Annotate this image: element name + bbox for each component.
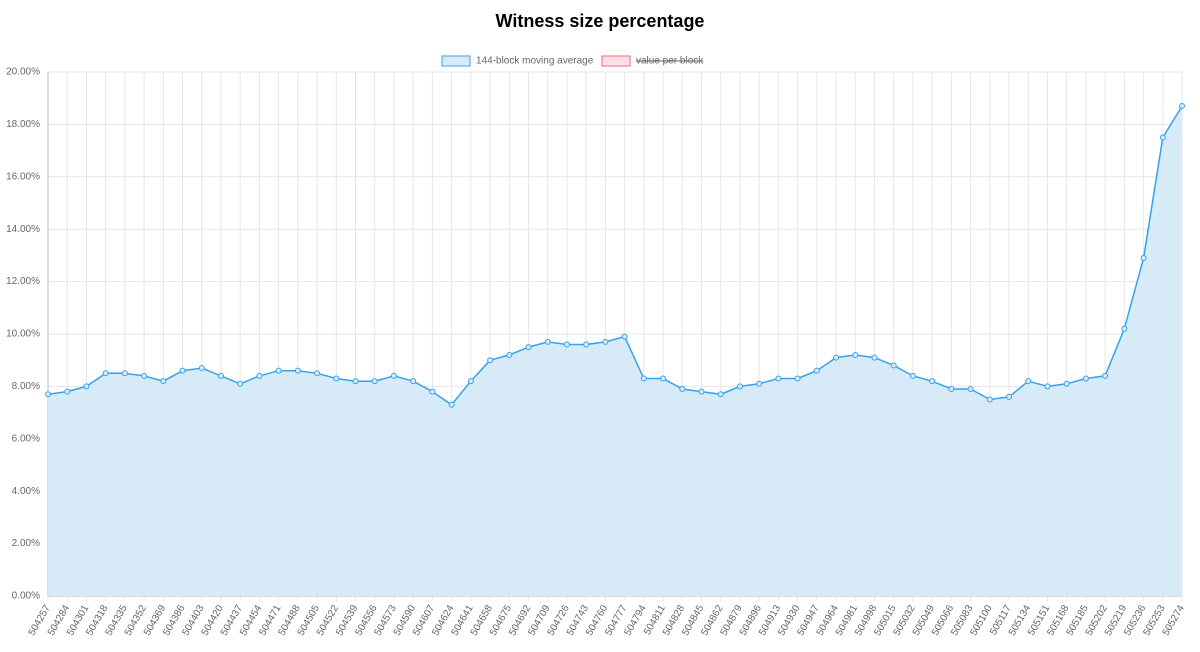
point — [237, 380, 244, 387]
y-tick-label: 6.00% — [12, 433, 40, 444]
y-tick-label: 4.00% — [12, 486, 40, 497]
legend-label[interactable]: 144-block moving average — [476, 56, 594, 67]
point — [602, 338, 609, 345]
point — [967, 386, 974, 393]
point — [64, 388, 71, 395]
y-tick-label: 18.00% — [6, 119, 40, 130]
chart-title: Witness size percentage — [496, 11, 705, 31]
y-tick-label: 16.00% — [6, 171, 40, 182]
point — [1140, 255, 1147, 262]
point — [544, 338, 551, 345]
point — [45, 391, 51, 398]
legend-swatch[interactable] — [441, 55, 471, 67]
point — [506, 351, 513, 358]
point — [410, 378, 417, 385]
point — [217, 372, 224, 379]
point — [467, 378, 474, 385]
point — [717, 391, 724, 398]
point — [813, 367, 820, 374]
point — [121, 370, 128, 377]
y-tick-label: 0.00% — [12, 591, 40, 602]
point — [775, 375, 782, 382]
point — [179, 367, 186, 374]
point — [1044, 383, 1051, 390]
y-tick-label: 14.00% — [6, 224, 40, 235]
point — [1006, 393, 1013, 400]
point — [275, 367, 282, 374]
point — [160, 378, 167, 385]
point — [141, 372, 148, 379]
point — [640, 375, 647, 382]
point — [487, 357, 494, 364]
point — [833, 354, 840, 361]
legend-label[interactable]: value per block — [636, 56, 704, 67]
point — [1159, 134, 1166, 141]
point — [1102, 372, 1109, 379]
point — [198, 365, 205, 372]
point — [525, 344, 532, 351]
point — [1179, 103, 1185, 110]
point — [371, 378, 378, 385]
y-tick-label: 12.00% — [6, 276, 40, 287]
point — [929, 378, 936, 385]
y-tick-label: 10.00% — [6, 329, 40, 340]
point — [390, 372, 397, 379]
point — [429, 388, 436, 395]
point — [794, 375, 801, 382]
point — [679, 386, 686, 393]
point — [1063, 380, 1070, 387]
point — [698, 388, 705, 395]
point — [448, 401, 455, 408]
point — [83, 383, 90, 390]
point — [102, 370, 109, 377]
point — [563, 341, 570, 348]
point — [890, 362, 897, 369]
point — [294, 367, 301, 374]
point — [314, 370, 321, 377]
line — [47, 105, 1183, 406]
point — [986, 396, 993, 403]
point — [948, 386, 955, 393]
area-fill — [48, 106, 1182, 596]
point — [871, 354, 878, 361]
point — [583, 341, 590, 348]
point — [621, 333, 628, 340]
y-tick-label: 2.00% — [12, 538, 40, 549]
point — [756, 380, 763, 387]
point — [333, 375, 340, 382]
point — [909, 372, 916, 379]
point — [1025, 378, 1032, 385]
point — [1121, 325, 1128, 332]
point — [852, 351, 859, 358]
point — [352, 378, 359, 385]
y-tick-label: 8.00% — [12, 381, 40, 392]
point — [736, 383, 743, 390]
point — [1082, 375, 1089, 382]
legend-swatch[interactable] — [601, 55, 631, 67]
point — [256, 372, 263, 379]
point — [660, 375, 667, 382]
y-tick-label: 20.00% — [6, 67, 40, 78]
